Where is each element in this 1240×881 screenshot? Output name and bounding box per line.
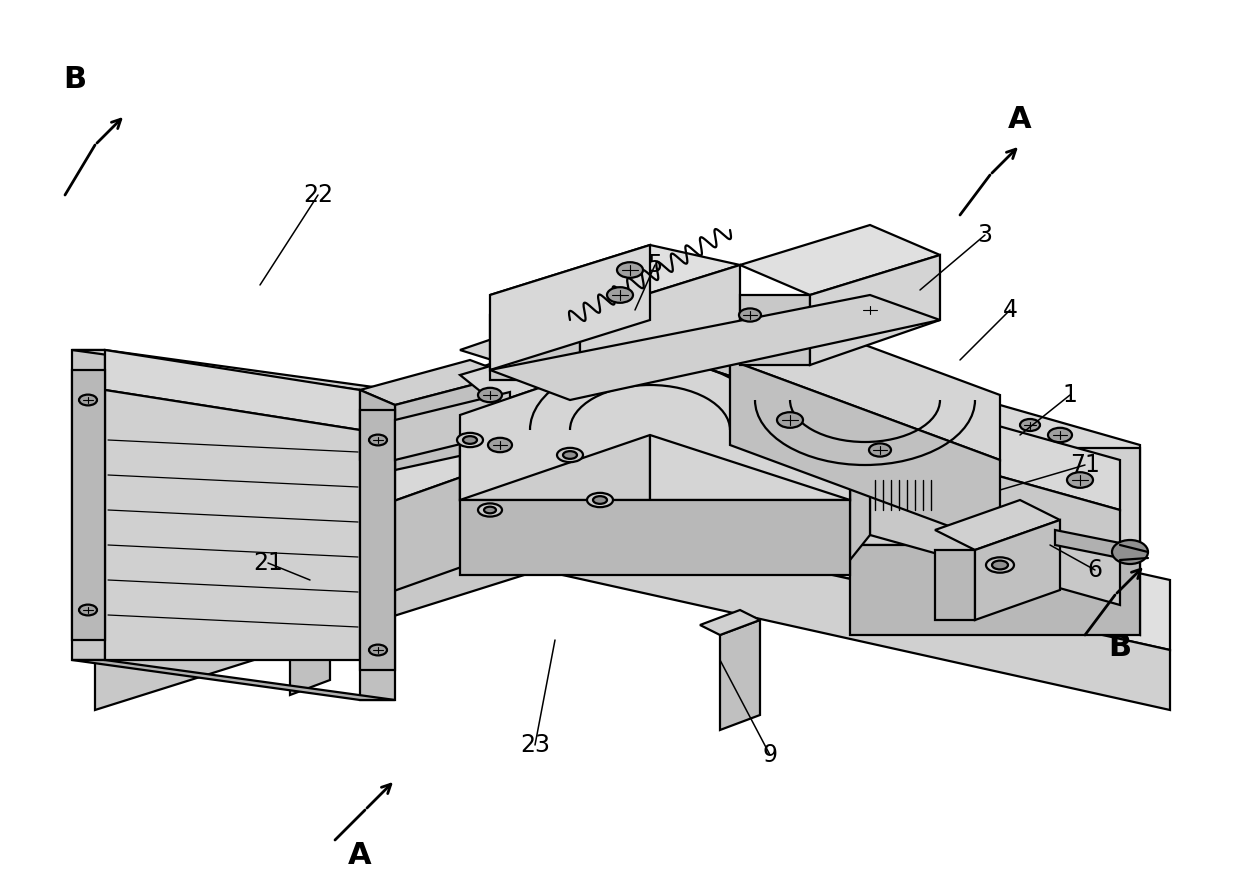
Polygon shape (870, 440, 1120, 605)
Ellipse shape (869, 443, 892, 456)
Text: 5: 5 (647, 253, 662, 277)
Text: 9: 9 (763, 743, 777, 767)
Ellipse shape (489, 438, 512, 452)
Polygon shape (460, 375, 539, 450)
Polygon shape (810, 255, 940, 365)
Ellipse shape (777, 412, 804, 428)
Polygon shape (740, 225, 940, 295)
Polygon shape (935, 550, 975, 620)
Polygon shape (650, 410, 1140, 635)
Polygon shape (870, 390, 1120, 510)
Text: 6: 6 (1087, 558, 1102, 582)
Polygon shape (460, 350, 849, 500)
Text: A: A (1008, 106, 1032, 135)
Ellipse shape (587, 492, 613, 507)
Polygon shape (975, 520, 1060, 620)
Polygon shape (460, 350, 650, 500)
Polygon shape (360, 410, 396, 670)
Text: 1: 1 (1063, 383, 1078, 407)
Polygon shape (460, 500, 849, 575)
Polygon shape (460, 295, 780, 415)
Ellipse shape (739, 308, 761, 322)
Ellipse shape (563, 451, 577, 459)
Ellipse shape (1112, 540, 1148, 564)
Polygon shape (270, 305, 1140, 545)
Polygon shape (270, 575, 330, 600)
Text: B: B (1109, 633, 1132, 663)
Text: 23: 23 (520, 733, 551, 757)
Polygon shape (460, 285, 730, 375)
Polygon shape (360, 390, 396, 700)
Text: 4: 4 (1002, 298, 1018, 322)
Polygon shape (360, 390, 396, 470)
Ellipse shape (1048, 428, 1073, 442)
Text: 21: 21 (253, 551, 283, 575)
Polygon shape (650, 350, 849, 500)
Polygon shape (849, 390, 870, 560)
Ellipse shape (593, 496, 608, 504)
Ellipse shape (618, 263, 644, 278)
Polygon shape (730, 360, 999, 545)
Polygon shape (105, 390, 360, 660)
Ellipse shape (370, 434, 387, 446)
Ellipse shape (463, 436, 477, 444)
Polygon shape (396, 375, 510, 470)
Polygon shape (105, 350, 360, 430)
Polygon shape (72, 660, 396, 700)
Polygon shape (740, 295, 810, 365)
Ellipse shape (949, 522, 972, 537)
Polygon shape (95, 510, 539, 710)
Polygon shape (95, 440, 1171, 650)
Ellipse shape (79, 395, 97, 405)
Polygon shape (270, 410, 650, 635)
Polygon shape (539, 510, 1171, 710)
Ellipse shape (557, 448, 583, 463)
Polygon shape (701, 610, 760, 635)
Polygon shape (580, 265, 740, 380)
Polygon shape (460, 415, 510, 500)
Text: 3: 3 (977, 223, 992, 247)
Polygon shape (849, 545, 1140, 635)
Text: 71: 71 (1070, 453, 1100, 477)
Polygon shape (490, 245, 740, 315)
Ellipse shape (477, 388, 502, 403)
Ellipse shape (477, 503, 502, 516)
Ellipse shape (1021, 419, 1040, 431)
Text: A: A (348, 840, 372, 870)
Ellipse shape (370, 645, 387, 655)
Polygon shape (490, 315, 580, 380)
Ellipse shape (859, 303, 880, 316)
Polygon shape (1055, 530, 1130, 560)
Ellipse shape (986, 558, 1014, 573)
Polygon shape (730, 295, 999, 460)
Ellipse shape (608, 287, 632, 303)
Polygon shape (935, 500, 1060, 550)
Polygon shape (490, 245, 650, 370)
Ellipse shape (79, 604, 97, 616)
Ellipse shape (1066, 472, 1092, 488)
Polygon shape (539, 310, 730, 450)
Polygon shape (72, 350, 396, 390)
Polygon shape (396, 392, 510, 460)
Ellipse shape (992, 560, 1008, 569)
Ellipse shape (484, 507, 496, 514)
Ellipse shape (458, 433, 484, 448)
Text: B: B (63, 65, 87, 94)
Polygon shape (490, 295, 940, 400)
Polygon shape (72, 370, 105, 640)
Polygon shape (849, 448, 1140, 545)
Text: 22: 22 (303, 183, 334, 207)
Polygon shape (290, 585, 330, 695)
Polygon shape (720, 620, 760, 730)
Polygon shape (72, 350, 105, 660)
Polygon shape (360, 360, 510, 405)
